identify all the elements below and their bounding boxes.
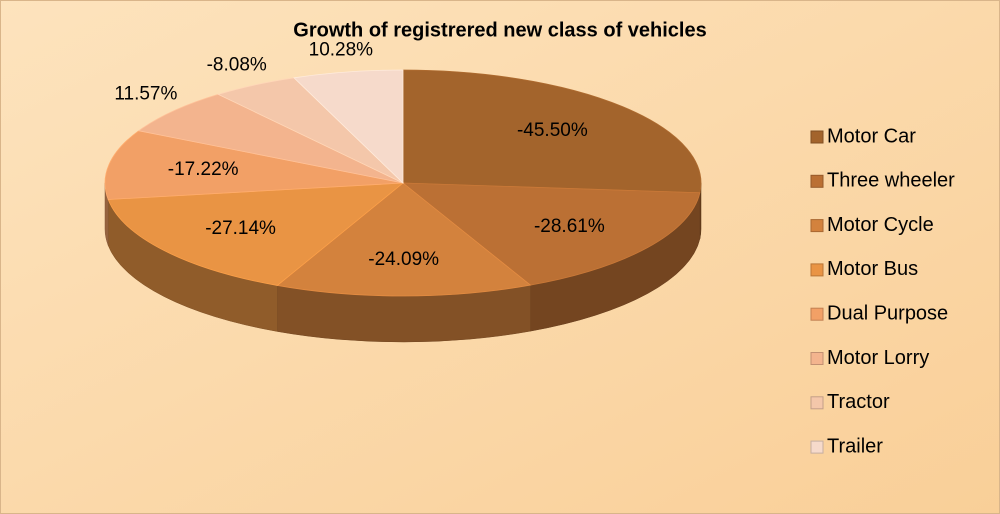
legend-swatch: [810, 307, 824, 321]
data-label: -8.08%: [207, 54, 267, 75]
legend-swatch: [810, 174, 824, 188]
data-label: 10.28%: [309, 40, 374, 61]
legend-swatch: [810, 352, 824, 365]
data-label: 11.57%: [114, 83, 177, 104]
pie-slice: [293, 69, 404, 184]
legend-label: Motor Lorry: [827, 347, 929, 369]
legend: Motor Car Three wheeler Motor Cycle Motor B…: [810, 125, 955, 457]
legend-swatch: [810, 130, 824, 144]
legend-label: Motor Cycle: [827, 214, 934, 236]
legend-swatch: [810, 219, 824, 233]
pie-sides: [104, 182, 702, 343]
legend-swatch: [810, 396, 824, 410]
legend-label: Tractor: [827, 391, 890, 413]
legend-label: Motor Car: [827, 125, 916, 147]
legend-swatch: [810, 440, 824, 454]
pie-slice: [104, 130, 404, 200]
chart-title: Growth of registrered new class of vehic…: [293, 19, 706, 41]
legend-label: Dual Purpose: [827, 302, 948, 324]
data-label: -17.22%: [168, 159, 239, 180]
pie-slice: [402, 69, 702, 194]
legend-label: Motor Bus: [827, 258, 918, 280]
data-label: -27.14%: [205, 218, 276, 239]
pie-tops: [104, 69, 702, 297]
data-label: -45.50%: [517, 120, 588, 141]
data-label: -28.61%: [534, 216, 605, 237]
pie-slice: [401, 182, 701, 286]
legend-label: Trailer: [827, 435, 883, 457]
data-labels: -45.50% -28.61% -24.09% -27.14% -17.22% 11.57…: [114, 40, 604, 270]
pie-slice: [137, 93, 404, 184]
pie-slice: [276, 182, 532, 297]
legend-label: Three wheeler: [827, 170, 955, 192]
pie-slice: [107, 182, 405, 286]
data-label: -24.09%: [368, 249, 439, 270]
legend-swatch: [810, 263, 824, 277]
